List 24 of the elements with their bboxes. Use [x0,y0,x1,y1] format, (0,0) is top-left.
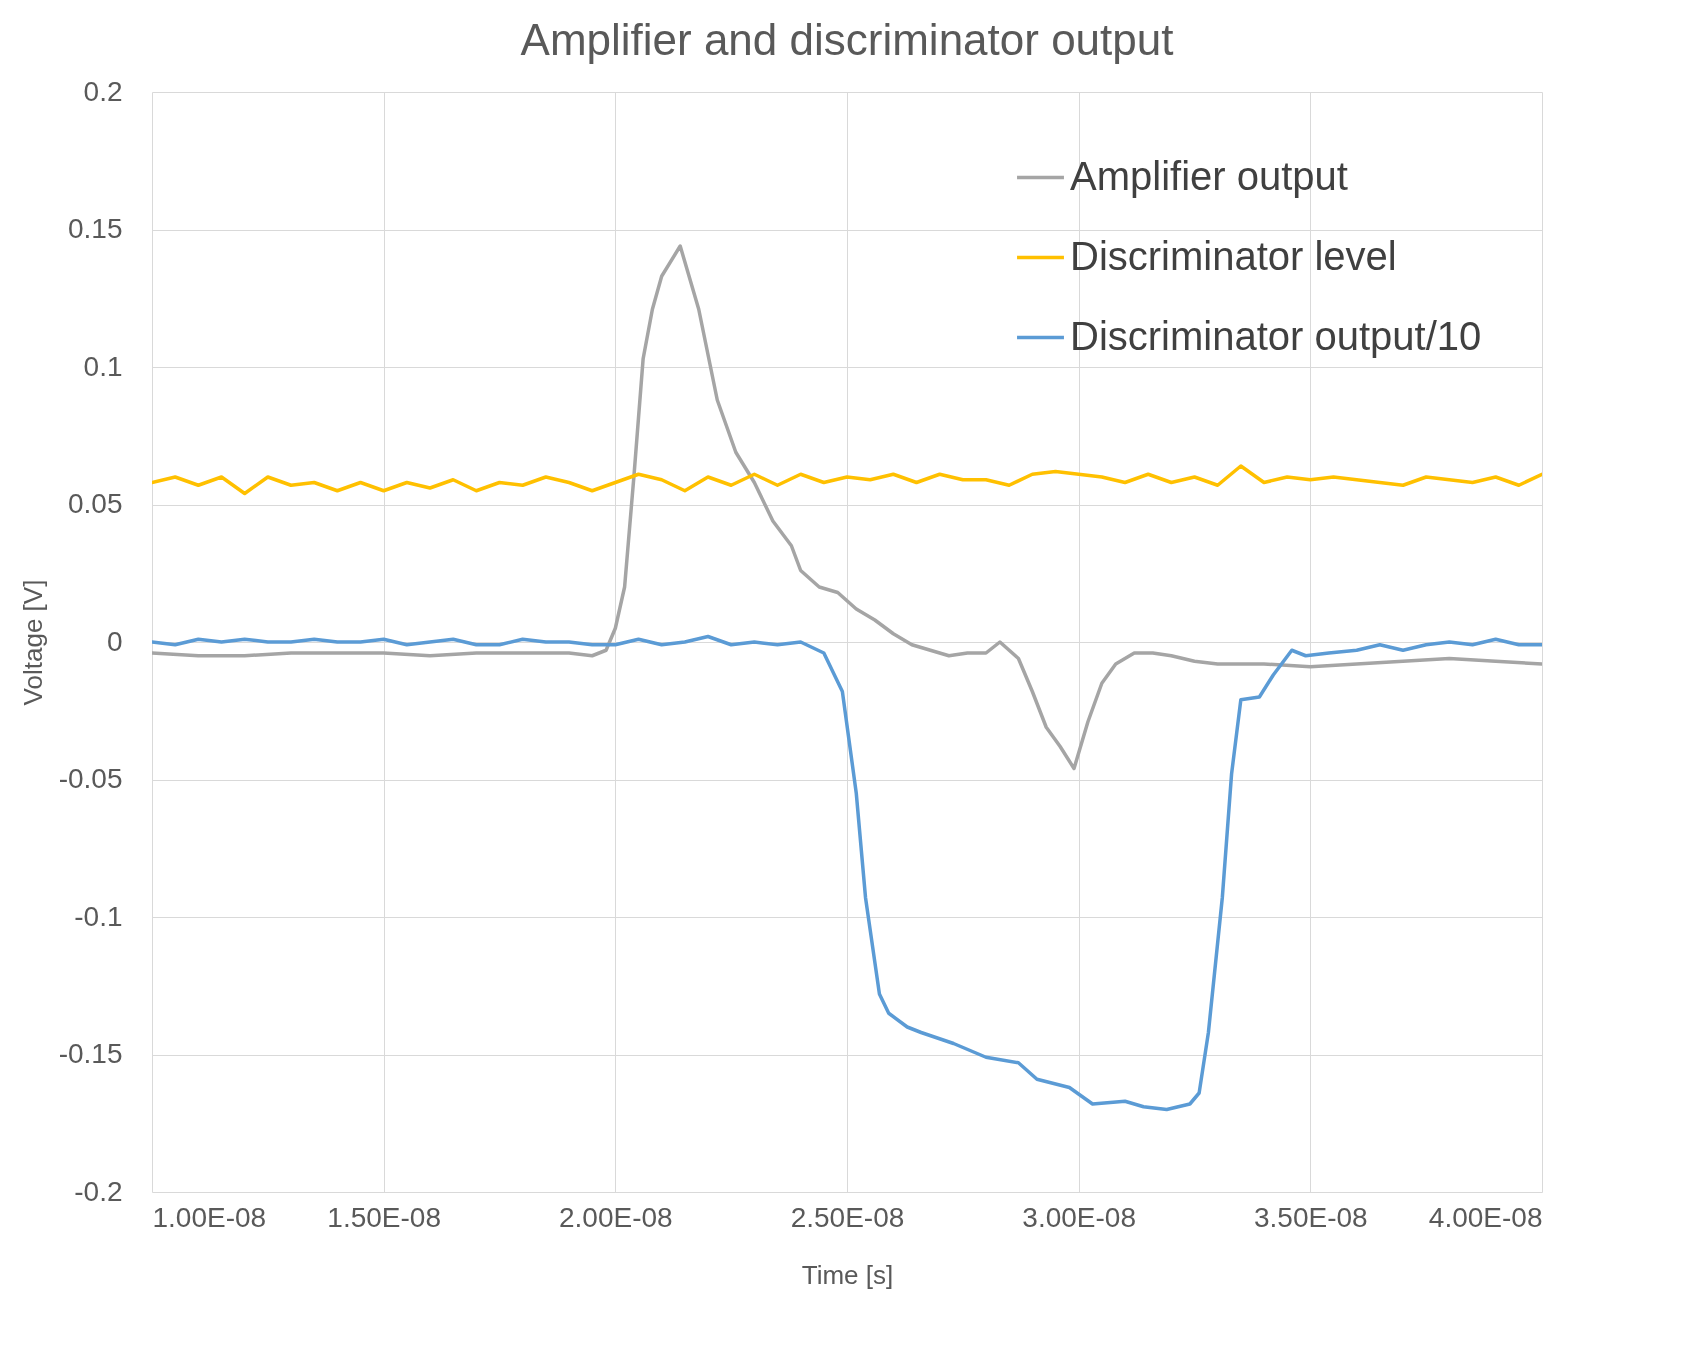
x-tick-label: 2.50E-08 [790,1201,905,1233]
x-tick-label: 3.00E-08 [1022,1201,1136,1233]
x-tick-label: 1.50E-08 [327,1201,441,1233]
legend-label: Discriminator level [1070,233,1397,278]
y-tick-label: 0.2 [83,75,123,107]
y-axis-title: Voltage [V] [17,579,48,706]
line-series [152,464,1542,496]
y-tick-label: -0.1 [74,900,123,932]
y-tick-label: 0.1 [83,350,123,382]
line-series [152,634,1542,1112]
legend-label: Discriminator output/10 [1070,313,1482,358]
chart-title: Amplifier and discriminator output [520,15,1174,64]
x-tick-label: 3.50E-08 [1254,1201,1368,1233]
legend-label: Amplifier output [1070,153,1348,198]
x-tick-label: 2.00E-08 [559,1201,673,1233]
y-tick-label: 0.15 [68,213,123,244]
y-tick-label: 0.05 [68,488,123,519]
y-tick-label: 0 [106,625,123,657]
x-tick-label: 1.00E-08 [152,1201,267,1233]
x-tick-label: 4.00E-08 [1428,1201,1543,1233]
y-tick-label: -0.15 [58,1038,123,1069]
y-tick-label: -0.05 [58,763,123,794]
y-tick-label: -0.2 [74,1175,123,1207]
x-axis-title: Time [s] [801,1259,894,1290]
